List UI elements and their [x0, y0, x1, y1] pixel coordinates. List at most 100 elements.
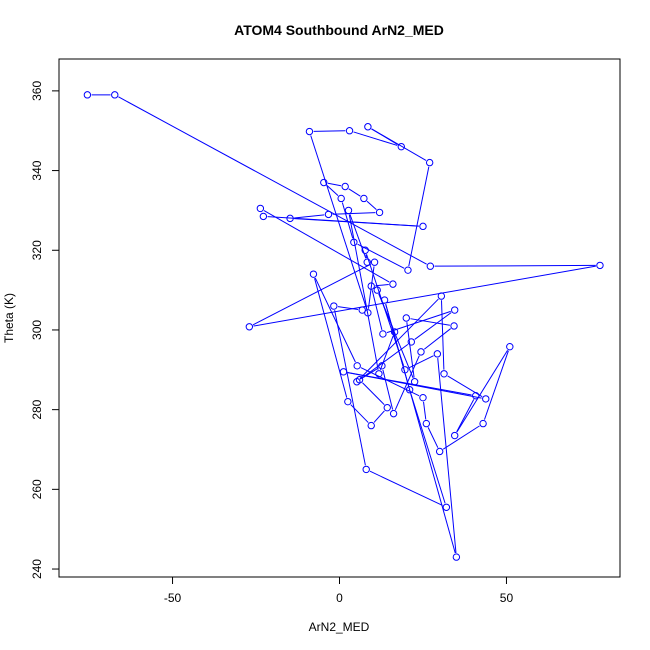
data-point	[305, 127, 314, 136]
series-line-segment	[313, 130, 346, 132]
data-point	[452, 553, 461, 561]
data-point	[344, 397, 352, 406]
data-point	[417, 348, 425, 356]
x-axis: -50 0 50	[164, 576, 514, 605]
y-tick-label: 260	[30, 479, 44, 499]
x-tick-label: 50	[500, 591, 514, 605]
data-point	[383, 403, 391, 412]
series-line-segment	[252, 263, 372, 326]
data-point	[440, 370, 448, 378]
data-point	[358, 306, 366, 314]
data-point	[286, 214, 294, 223]
series-line-segment	[359, 298, 439, 380]
data-point	[341, 182, 349, 191]
series-line-segment	[423, 328, 452, 350]
data-point	[111, 91, 119, 99]
data-point	[410, 378, 419, 386]
data-point	[259, 212, 268, 221]
series-line-segment	[442, 425, 480, 450]
data-point	[364, 309, 372, 317]
data-point	[425, 158, 434, 167]
y-tick-label: 340	[30, 160, 44, 180]
series-line-segment	[379, 335, 394, 371]
series-line-segment	[369, 470, 443, 506]
series-line-segment	[423, 401, 427, 420]
data-point	[380, 296, 389, 304]
y-tick-label: 240	[30, 559, 44, 579]
series-line-segment	[348, 214, 379, 370]
series-line-segment	[347, 372, 472, 396]
series-line-segment	[314, 278, 348, 398]
x-axis-label: ArN2_MED	[309, 620, 370, 634]
chart-title: ATOM4 Southbound ArN2_MED	[234, 22, 444, 38]
data-point	[379, 330, 387, 338]
data-point	[339, 368, 348, 376]
series-line-segment	[410, 318, 450, 326]
data-point	[337, 194, 345, 203]
series-line-segment	[427, 427, 439, 448]
series-line-segment	[353, 131, 398, 146]
series-line-segment	[483, 350, 509, 420]
series-line-segment	[408, 355, 434, 369]
data-point	[373, 286, 381, 294]
series-line-segment	[326, 184, 339, 196]
series-line-segment	[434, 264, 596, 267]
y-tick-label: 280	[30, 399, 44, 419]
data-point	[389, 409, 398, 418]
data-point	[324, 210, 333, 219]
data-point	[402, 314, 410, 322]
series-line-segment	[362, 367, 379, 378]
data-point	[506, 342, 514, 351]
series-line-segment	[375, 284, 389, 287]
data-point	[364, 123, 372, 131]
data-point	[407, 338, 415, 346]
x-tick-label: 0	[336, 591, 343, 605]
data-point	[360, 194, 368, 203]
data-point	[375, 208, 384, 217]
data-point	[404, 266, 412, 274]
series-line-segment	[456, 399, 475, 433]
series-line-segment	[456, 349, 509, 433]
data-point	[361, 246, 369, 254]
data-point	[370, 258, 379, 266]
data-point	[437, 292, 446, 300]
series-line-segment	[341, 202, 354, 239]
series-line-segment	[263, 210, 390, 283]
series-line-segment	[349, 214, 367, 259]
data-point	[362, 465, 370, 474]
x-tick-label: -50	[164, 591, 182, 605]
data-point	[378, 362, 386, 370]
data-point	[433, 350, 442, 358]
series-line-segment	[386, 310, 451, 334]
y-tick-label: 320	[30, 240, 44, 260]
plot-area	[83, 91, 604, 561]
series-line-segment	[327, 182, 342, 187]
data-point	[363, 258, 371, 266]
y-axis: 240 260 280 300 320 340 360	[30, 81, 60, 579]
data-point	[367, 282, 375, 290]
series-line-segment	[267, 216, 419, 227]
series-line-segment	[447, 375, 483, 398]
data-point	[345, 127, 354, 135]
data-point	[451, 431, 459, 440]
series-line-segment	[294, 214, 325, 219]
data-point	[596, 261, 604, 270]
series-line-segment	[382, 369, 394, 410]
data-point	[256, 204, 265, 213]
data-point	[450, 322, 458, 330]
data-point	[83, 91, 92, 99]
data-point	[344, 206, 353, 215]
y-axis-label: Theta (K)	[2, 293, 16, 343]
data-point	[422, 419, 431, 428]
plot-frame	[58, 58, 621, 578]
series-line-segment	[359, 343, 409, 380]
data-point	[405, 386, 414, 394]
series-line-segment	[406, 322, 415, 378]
y-tick-label: 360	[30, 81, 44, 101]
data-point	[389, 280, 397, 288]
series-line-segment	[437, 357, 457, 553]
data-point	[451, 306, 459, 314]
y-tick-label: 300	[30, 320, 44, 340]
data-point	[435, 447, 444, 456]
series-line-segment	[310, 135, 368, 309]
